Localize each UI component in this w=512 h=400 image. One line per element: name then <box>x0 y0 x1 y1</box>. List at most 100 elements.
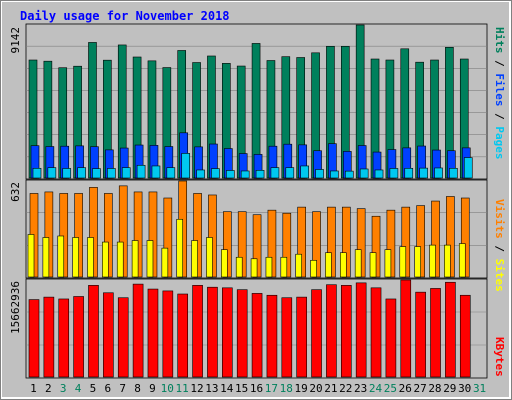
day-label: 15 <box>235 382 248 395</box>
bar-kbytes-day-27 <box>415 291 426 378</box>
bar-sites-day-13 <box>206 237 213 278</box>
legend-hits: Hits <box>493 27 506 54</box>
bar-sites-day-18-face <box>280 256 288 278</box>
top-panel-legend: Hits / Files / Pages <box>493 27 506 160</box>
bar-sites-day-10-face <box>161 247 169 278</box>
bar-kbytes-day-30-face <box>459 294 471 378</box>
bar-sites-day-4 <box>72 237 79 278</box>
bar-sites-day-11-face <box>176 218 184 278</box>
bar-pages-day-26-face <box>404 167 414 179</box>
bar-sites-day-17 <box>265 256 273 278</box>
bar-pages-day-17 <box>270 167 280 179</box>
bar-sites-day-23-face <box>354 249 362 278</box>
bottom-panel-legend: KBytes <box>493 337 506 377</box>
bar-sites-day-10 <box>161 247 169 278</box>
bar-pages-day-15 <box>240 170 250 179</box>
bar-pages-day-2 <box>47 167 57 179</box>
day-label: 19 <box>294 382 307 395</box>
bar-pages-day-27-face <box>419 167 428 179</box>
bar-pages-day-21-face <box>330 170 339 179</box>
bar-pages-day-9 <box>151 165 161 179</box>
bar-kbytes-day-4-face <box>73 296 84 378</box>
bar-sites-day-29 <box>444 244 451 278</box>
bar-kbytes-day-19 <box>296 296 307 378</box>
bar-kbytes-day-22-face <box>340 285 352 378</box>
legend-visits: Visits <box>493 199 506 239</box>
bar-kbytes-day-14 <box>222 287 233 378</box>
bar-kbytes-day-16-face <box>251 293 263 378</box>
legend-kbytes: KBytes <box>493 337 506 377</box>
bar-pages-day-4 <box>77 167 86 179</box>
bar-pages-day-12 <box>196 169 205 179</box>
bar-kbytes-day-8-face <box>132 283 144 378</box>
bar-kbytes-day-1-face <box>28 299 40 378</box>
bar-kbytes-day-6-face <box>103 292 114 378</box>
bar-sites-day-9 <box>146 240 154 278</box>
day-label: 8 <box>134 382 141 395</box>
bar-pages-day-11-face <box>181 153 191 179</box>
bar-sites-day-5-face <box>87 237 94 278</box>
bar-sites-day-23 <box>354 249 362 278</box>
panel-visits-sites <box>25 179 488 279</box>
day-label: 17 <box>265 382 278 395</box>
bar-pages-day-15-face <box>240 170 250 179</box>
bar-kbytes-day-25 <box>385 298 397 378</box>
day-label: 31 <box>473 382 486 395</box>
bar-sites-day-26-face <box>399 246 407 278</box>
bar-pages-day-6 <box>107 168 116 179</box>
bar-pages-day-30 <box>463 157 473 179</box>
bar-sites-day-15 <box>235 256 243 278</box>
panel-hits-files-pages <box>25 23 488 180</box>
bar-kbytes-day-28 <box>430 288 441 378</box>
bar-pages-day-22-face <box>344 170 354 179</box>
bar-sites-day-17-face <box>265 256 273 278</box>
bar-kbytes-day-25-face <box>385 298 397 378</box>
day-label: 13 <box>205 382 218 395</box>
bar-pages-day-13-face <box>211 168 220 179</box>
bar-sites-day-7 <box>116 241 124 278</box>
bar-kbytes-day-22 <box>340 285 352 378</box>
bar-sites-day-14-face <box>221 249 228 278</box>
bar-pages-day-21 <box>330 170 339 179</box>
bar-kbytes-day-21 <box>326 284 337 378</box>
day-label: 16 <box>250 382 263 395</box>
bar-kbytes-day-7 <box>117 297 129 378</box>
bar-sites-day-3-face <box>57 235 65 278</box>
bar-kbytes-day-12 <box>192 285 203 378</box>
chart-panels <box>25 23 488 379</box>
bar-kbytes-day-27-face <box>415 291 426 378</box>
bar-pages-day-11 <box>181 153 191 179</box>
legend-files: Files <box>493 73 506 106</box>
bar-pages-day-7 <box>121 167 131 179</box>
bar-sites-day-25 <box>384 249 392 278</box>
bar-sites-day-8-face <box>131 240 139 278</box>
bar-sites-day-4-face <box>72 237 79 278</box>
bar-sites-day-11 <box>176 218 184 278</box>
bar-pages-day-26 <box>404 167 414 179</box>
day-label: 20 <box>309 382 322 395</box>
bar-pages-day-29-face <box>449 167 458 179</box>
bar-kbytes-day-23-face <box>355 282 367 378</box>
bar-sites-day-28 <box>429 244 436 278</box>
day-label: 22 <box>339 382 352 395</box>
bar-sites-day-19 <box>295 253 302 278</box>
day-label: 25 <box>384 382 397 395</box>
bar-kbytes-day-19-face <box>296 296 307 378</box>
bar-kbytes-day-12-face <box>192 285 203 378</box>
bar-pages-day-27 <box>419 167 428 179</box>
bar-kbytes-day-24-face <box>370 287 382 378</box>
bar-pages-day-28-face <box>434 167 443 179</box>
bar-kbytes-day-20 <box>311 289 322 378</box>
bar-pages-day-20 <box>315 169 324 179</box>
day-label: 5 <box>90 382 97 395</box>
bar-kbytes-day-24 <box>370 287 382 378</box>
bar-kbytes-day-11 <box>177 293 189 378</box>
panel-kbytes <box>25 278 488 379</box>
bar-kbytes-day-3-face <box>58 298 70 378</box>
bar-sites-day-24-face <box>369 252 377 278</box>
bar-sites-day-22 <box>339 252 347 278</box>
bar-pages-day-23-face <box>359 168 369 179</box>
bar-sites-day-24 <box>369 252 377 278</box>
bar-pages-day-24 <box>374 169 384 179</box>
day-label: 1 <box>30 382 37 395</box>
